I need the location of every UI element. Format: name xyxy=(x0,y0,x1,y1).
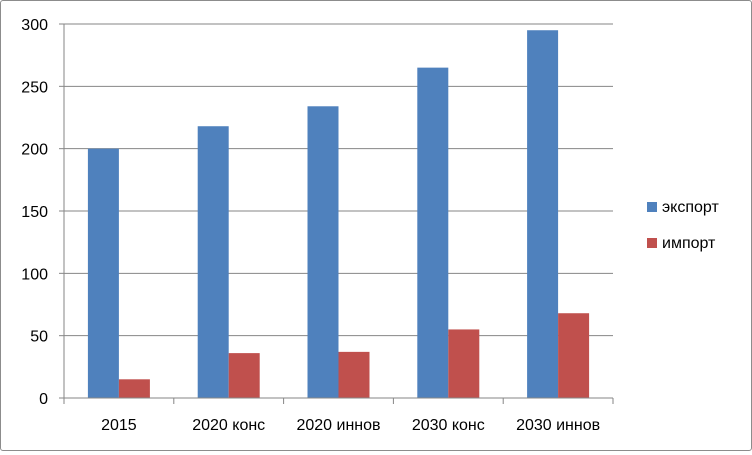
x-tick-labels: 2015 2020 конс 2020 иннов 2030 конс 2030 инн… xyxy=(101,417,600,434)
y-tick-label: 200 xyxy=(21,142,48,159)
bar-export xyxy=(527,30,559,398)
y-tick-label: 150 xyxy=(21,204,48,221)
bar-export xyxy=(87,148,119,398)
legend-swatch-import xyxy=(647,238,657,248)
bar-import xyxy=(338,351,370,398)
legend-label-import: импорт xyxy=(662,235,716,252)
axes xyxy=(59,23,614,404)
x-tick-label: 2030 конс xyxy=(412,417,485,434)
y-tick-label: 300 xyxy=(21,17,48,34)
x-tick-label: 2020 иннов xyxy=(296,417,380,434)
bar-import xyxy=(448,329,480,398)
x-tick-label: 2020 конс xyxy=(192,417,265,434)
y-tick-label: 250 xyxy=(21,79,48,96)
bar-export xyxy=(417,67,449,398)
legend-label-export: экспорт xyxy=(662,199,719,216)
y-tick-label: 100 xyxy=(21,266,48,283)
bar-export xyxy=(197,126,229,398)
legend-swatch-export xyxy=(647,202,657,212)
bar-import xyxy=(228,353,260,398)
legend: экспорт импорт xyxy=(647,199,719,252)
bar-import xyxy=(558,313,590,398)
y-tick-label: 0 xyxy=(39,391,48,408)
y-tick-label: 50 xyxy=(30,329,48,346)
bars xyxy=(87,30,590,398)
x-tick-label: 2030 иннов xyxy=(516,417,600,434)
x-tick-label: 2015 xyxy=(101,417,137,434)
bar-export xyxy=(307,106,339,398)
bar-import xyxy=(118,379,150,398)
y-tick-labels: 0 50 100 150 200 250 300 xyxy=(21,17,48,408)
